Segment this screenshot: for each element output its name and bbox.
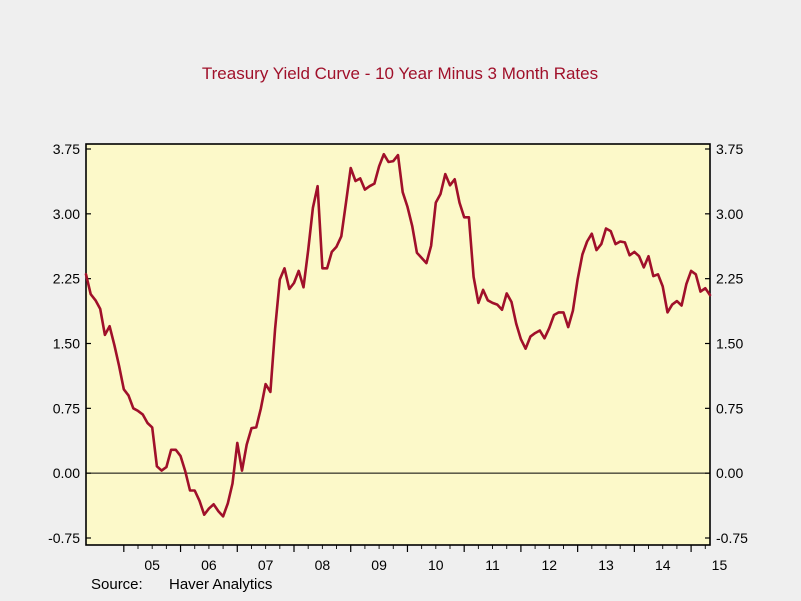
- chart-title: Treasury Yield Curve - 10 Year Minus 3 M…: [202, 64, 598, 83]
- x-tick-label: 15: [712, 557, 728, 573]
- y-tick-label-right: 3.00: [716, 206, 743, 222]
- source-name: Haver Analytics: [169, 576, 272, 593]
- x-tick-label: 09: [371, 557, 387, 573]
- y-tick-label-left: 0.75: [53, 400, 80, 416]
- series-line: [84, 152, 712, 518]
- x-tick-label: 14: [655, 557, 671, 573]
- y-tick-label-right: -0.75: [716, 530, 748, 546]
- y-tick-label-left: 3.75: [53, 141, 80, 157]
- y-tick-label-left: 2.25: [53, 271, 80, 287]
- y-tick-label-left: 3.00: [53, 206, 80, 222]
- y-tick-label-right: 1.50: [716, 336, 743, 352]
- source-label: Source:: [91, 576, 143, 593]
- x-tick-label: 13: [598, 557, 614, 573]
- x-tick-label: 07: [258, 557, 274, 573]
- y-tick-label-right: 0.75: [716, 400, 743, 416]
- y-tick-label-left: 0.00: [53, 465, 80, 481]
- x-tick-label: 08: [315, 557, 331, 573]
- y-tick-label-right: 0.00: [716, 465, 743, 481]
- y-tick-label-right: 2.25: [716, 271, 743, 287]
- plot-area: [85, 143, 711, 546]
- x-tick-label: 11: [485, 557, 500, 573]
- y-tick-label-left: -0.75: [48, 530, 80, 546]
- y-tick-label-left: 1.50: [53, 336, 80, 352]
- x-tick-label: 06: [201, 557, 217, 573]
- y-tick-label-right: 3.75: [716, 141, 743, 157]
- x-tick-label: 05: [144, 557, 160, 573]
- x-tick-label: 10: [428, 557, 444, 573]
- axes: -0.75 -0.75 0.00 0.00 0.75 0.75 1.50 1.50 2.25 2.…: [48, 141, 748, 573]
- x-tick-label: 12: [541, 557, 557, 573]
- series-layer: [84, 152, 712, 518]
